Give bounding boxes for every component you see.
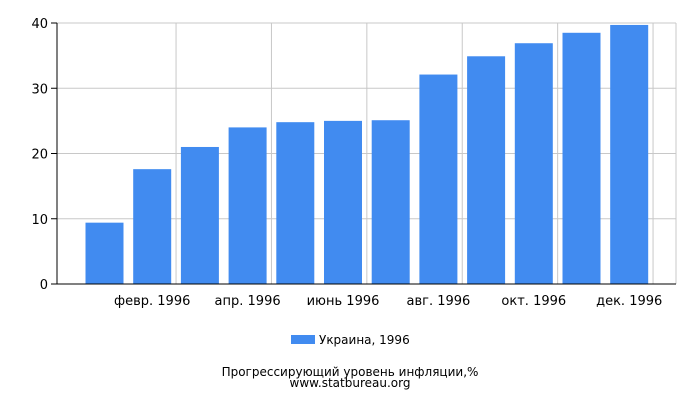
bar	[467, 56, 506, 285]
x-tick-label: авг. 1996	[406, 294, 470, 309]
x-tick-label: дек. 1996	[596, 294, 662, 309]
bars	[85, 24, 649, 285]
bar	[562, 32, 601, 284]
legend: Украина, 1996	[291, 333, 410, 347]
chart-title: Прогрессирующий уровень инфляции,%	[222, 365, 479, 379]
x-tick-label: окт. 1996	[501, 294, 566, 309]
bar	[180, 146, 219, 284]
x-tick-label: июнь 1996	[307, 294, 380, 309]
source-url: www.statbureau.org	[290, 376, 411, 390]
grid-lines	[57, 22, 677, 284]
bar	[133, 169, 172, 284]
bar	[514, 43, 553, 284]
legend-swatch	[291, 335, 315, 344]
y-tick-label: 40	[31, 17, 48, 32]
y-tick-labels: 0 10 20 30 40	[31, 17, 48, 293]
y-tick-label: 0	[40, 278, 48, 293]
bar	[228, 127, 267, 285]
x-tick-label: апр. 1996	[215, 294, 281, 309]
y-tick-label: 10	[31, 213, 48, 228]
bar	[419, 74, 458, 284]
bar	[85, 222, 124, 284]
y-tick-label: 20	[31, 148, 48, 163]
axes	[51, 22, 676, 285]
bar	[610, 24, 649, 285]
bar	[324, 120, 362, 284]
legend-label: Украина, 1996	[319, 333, 410, 347]
x-tick-label: февр. 1996	[114, 294, 190, 309]
y-tick-label: 30	[31, 82, 48, 97]
bar	[371, 120, 410, 284]
x-tick-labels: февр. 1996 апр. 1996 июнь 1996 авг. 1996 окт…	[114, 294, 662, 309]
bar	[276, 122, 315, 285]
